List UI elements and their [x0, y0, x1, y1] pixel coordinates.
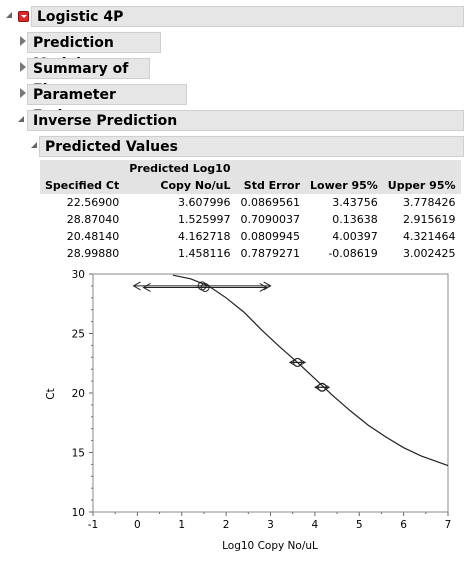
- predicted-values-table: Predicted Log10 Specified Ct Copy No/uL …: [40, 160, 461, 262]
- plot-frame: [92, 273, 449, 513]
- table-cell: 28.99880: [66, 247, 120, 260]
- table-cell: 3.778426: [403, 196, 456, 209]
- section-label: Predicted Values: [45, 139, 178, 155]
- column-header: Copy No/uL: [124, 177, 236, 194]
- ci-left-arrow: [132, 281, 141, 291]
- x-tick-label: 7: [445, 519, 452, 531]
- collapse-triangle-icon[interactable]: [31, 142, 37, 148]
- y-tick-label: 15: [72, 448, 85, 460]
- table-row: 22.56900 3.607996 0.0869561 3.43756 3.77…: [40, 194, 461, 211]
- section-prediction-model[interactable]: Prediction Model: [27, 32, 161, 72]
- column-header: Std Error: [235, 177, 305, 194]
- table-cell: 0.0809945: [240, 230, 301, 243]
- y-axis-label: Ct: [45, 388, 57, 399]
- column-header: Specified Ct: [40, 177, 125, 194]
- x-tick-label: 3: [267, 519, 274, 531]
- table-cell: 22.56900: [66, 196, 120, 209]
- x-tick-label: 0: [134, 519, 141, 531]
- table-cell: 4.00397: [332, 230, 378, 243]
- table-cell: 1.458116: [178, 247, 231, 260]
- table-cell: 0.13638: [332, 213, 378, 226]
- table-cell: 0.0869561: [240, 196, 301, 209]
- column-header: Lower 95%: [305, 177, 383, 194]
- expand-triangle-icon[interactable]: [20, 36, 26, 46]
- x-tick-label: 6: [400, 519, 407, 531]
- table-cell: 4.162718: [178, 230, 231, 243]
- expand-triangle-icon[interactable]: [20, 88, 26, 98]
- column-header: Upper 95%: [382, 177, 461, 194]
- collapse-triangle-icon[interactable]: [6, 12, 12, 18]
- table-row: 28.99880 1.458116 0.7879271 -0.08619 3.0…: [40, 245, 461, 262]
- table-cell: 4.321464: [403, 230, 456, 243]
- column-header: [235, 160, 305, 177]
- section-inverse-prediction[interactable]: Inverse Prediction: [27, 110, 464, 131]
- table-cell: 3.43756: [332, 196, 378, 209]
- ci-right-arrow: [321, 382, 331, 392]
- table-row: 20.48140 4.162718 0.0809945 4.00397 4.32…: [40, 228, 461, 245]
- table-row: 28.87040 1.525997 0.7090037 0.13638 2.91…: [40, 211, 461, 228]
- x-tick-label: -1: [88, 519, 98, 531]
- ci-right-arrow: [263, 281, 272, 291]
- table-cell: 3.002425: [403, 247, 456, 260]
- column-header: [40, 160, 125, 177]
- table-cell: 3.607996: [178, 196, 231, 209]
- ci-left-arrow: [142, 283, 151, 292]
- table-cell: 0.7090037: [240, 213, 301, 226]
- x-axis-label: Log10 Copy No/uL: [222, 540, 318, 552]
- ci-left-arrow: [314, 382, 323, 392]
- platform-title-bar[interactable]: Logistic 4P: [31, 6, 464, 27]
- inverse-prediction-plot[interactable]: -1 0 1 2 3 4 5 6 7 10 15 20 25 30 Ct Log10 Copy No/uL: [40, 268, 465, 558]
- section-label: Inverse Prediction: [33, 113, 178, 129]
- y-tick-label: 25: [72, 329, 85, 341]
- column-header: [382, 160, 461, 177]
- y-tick-label: 20: [72, 388, 85, 400]
- x-tick-label: 1: [178, 519, 185, 531]
- x-tick-label: 4: [312, 519, 319, 531]
- table-cell: -0.08619: [328, 247, 378, 260]
- x-tick-label: 5: [356, 519, 363, 531]
- table-header-row: Predicted Log10: [40, 160, 461, 177]
- y-tick-label: 30: [72, 269, 85, 281]
- y-tick-label: 10: [72, 507, 85, 519]
- x-tick-label: 2: [223, 519, 230, 531]
- section-predicted-values[interactable]: Predicted Values: [39, 136, 464, 157]
- platform-title: Logistic 4P: [37, 9, 124, 25]
- table-cell: 0.7879271: [240, 247, 301, 260]
- table-cell: 2.915619: [403, 213, 456, 226]
- table-cell: 1.525997: [178, 213, 231, 226]
- fitted-curve: [172, 274, 449, 467]
- collapse-triangle-icon[interactable]: [18, 116, 24, 122]
- table-header-row: Specified Ct Copy No/uL Std Error Lower …: [40, 177, 461, 194]
- ci-right-arrow: [259, 283, 268, 292]
- table-cell: 28.87040: [66, 213, 120, 226]
- column-header: Predicted Log10: [124, 160, 236, 177]
- column-header: [305, 160, 383, 177]
- red-triangle-menu-icon[interactable]: [18, 11, 29, 22]
- plot-marks: [132, 274, 449, 467]
- expand-triangle-icon[interactable]: [20, 62, 26, 72]
- section-summary-of-fit[interactable]: Summary of Fit: [27, 58, 150, 98]
- table-cell: 20.48140: [66, 230, 120, 243]
- section-parameter-estimates[interactable]: Parameter Estimates: [27, 84, 187, 124]
